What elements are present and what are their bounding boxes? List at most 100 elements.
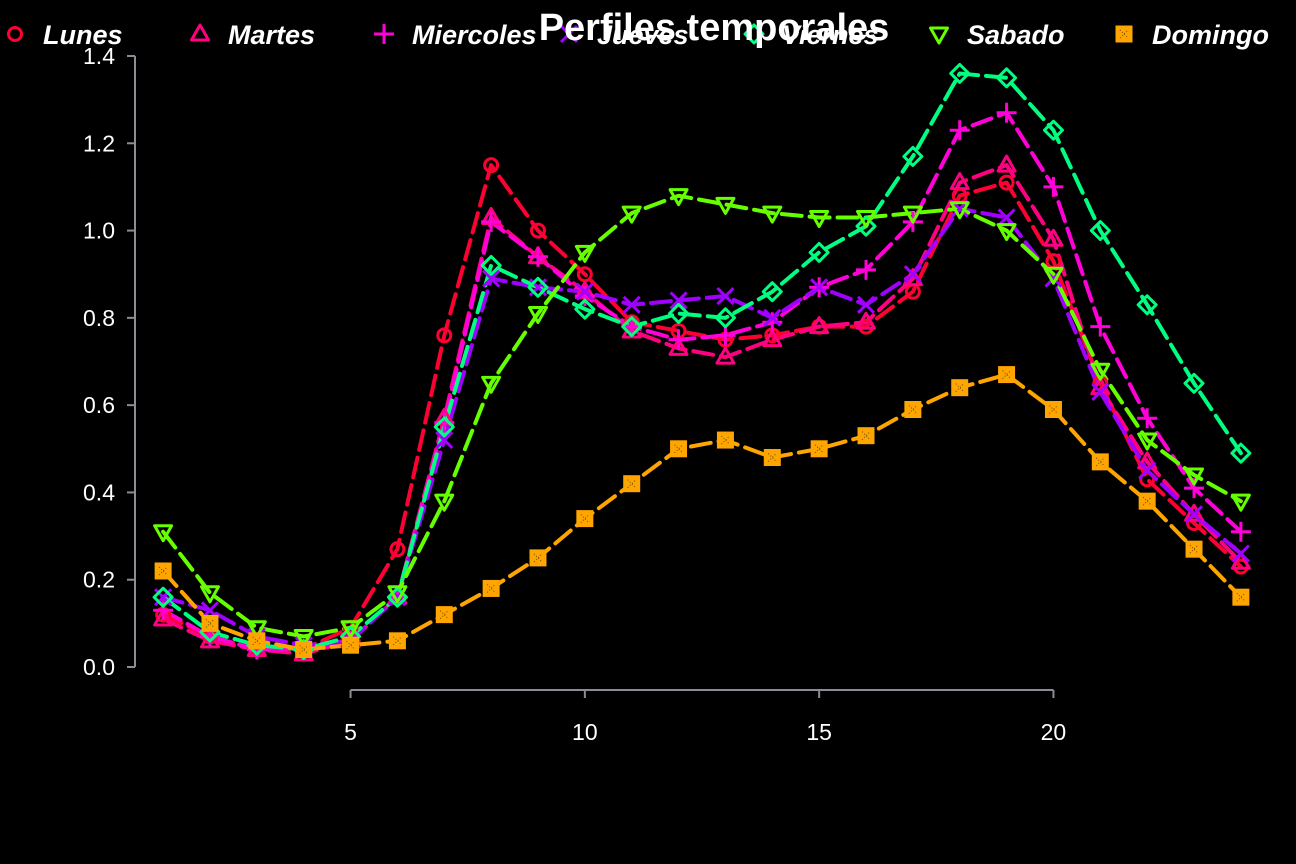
marker-hatch xyxy=(1236,592,1246,602)
marker-hatch xyxy=(1142,496,1152,506)
x-tick-label: 20 xyxy=(1041,719,1067,745)
data-point-miercoles xyxy=(481,211,502,232)
legend-marker-miercoles xyxy=(374,24,394,44)
data-point-viernes xyxy=(668,302,690,324)
data-point-jueves xyxy=(575,282,594,301)
data-point-miercoles xyxy=(668,329,689,350)
data-point-viernes xyxy=(152,586,174,608)
data-point-sabado xyxy=(340,620,361,639)
data-point-sabado xyxy=(762,205,783,224)
data-point-viernes xyxy=(621,316,643,338)
data-point-domingo xyxy=(998,366,1016,384)
chart-title: Perfiles temporales xyxy=(539,7,890,49)
data-point-martes xyxy=(199,630,220,649)
data-point-miercoles xyxy=(949,120,970,141)
data-point-viernes xyxy=(996,67,1018,89)
data-point-viernes xyxy=(1136,294,1158,316)
data-point-martes xyxy=(1230,551,1251,570)
data-point-martes xyxy=(949,172,970,191)
data-point-sabado xyxy=(153,524,174,543)
marker-hatch xyxy=(580,514,590,523)
data-point-domingo xyxy=(1232,588,1250,606)
legend-label-lunes: Lunes xyxy=(43,20,123,50)
data-point-viernes xyxy=(480,254,502,276)
data-point-martes xyxy=(715,346,736,365)
data-point-domingo xyxy=(1138,492,1156,510)
data-point-jueves xyxy=(1184,505,1204,524)
data-point-domingo xyxy=(670,440,688,458)
marker-hatch xyxy=(486,584,496,593)
x-tick-label: 5 xyxy=(344,719,357,745)
data-point-lunes xyxy=(529,222,546,239)
data-point-sabado xyxy=(293,628,314,647)
chart-legend: Lunes Martes Miercoles Jueves Viernes Sabado D… xyxy=(7,20,1269,50)
data-point-jueves xyxy=(1231,544,1250,563)
data-point-domingo xyxy=(763,449,781,467)
marker-hatch xyxy=(627,479,637,489)
data-point-sabado xyxy=(856,209,877,228)
data-point-viernes xyxy=(808,241,830,263)
legend-marker-martes xyxy=(190,23,210,42)
data-point-lunes xyxy=(1186,514,1203,531)
data-point-domingo xyxy=(295,641,313,659)
data-point-viernes xyxy=(1089,220,1111,242)
data-point-sabado xyxy=(387,585,408,604)
data-point-viernes xyxy=(714,307,736,329)
data-point-sabado xyxy=(574,244,595,263)
marker-hatch xyxy=(533,553,543,563)
data-point-miercoles xyxy=(762,312,783,333)
data-point-viernes xyxy=(1042,119,1064,141)
marker-hatch xyxy=(1002,370,1011,379)
data-point-jueves xyxy=(810,278,829,297)
x-tick-label: 10 xyxy=(572,719,598,745)
data-point-sabado xyxy=(481,375,502,394)
y-tick-label: 1.4 xyxy=(83,43,115,69)
data-point-viernes xyxy=(949,62,971,84)
data-point-jueves xyxy=(622,295,641,314)
data-point-jueves xyxy=(903,265,922,284)
data-point-miercoles xyxy=(1137,408,1158,429)
data-point-martes xyxy=(1043,228,1064,247)
data-point-miercoles xyxy=(1043,176,1064,197)
data-point-miercoles xyxy=(574,286,595,307)
data-point-domingo xyxy=(857,427,875,445)
data-point-domingo xyxy=(810,440,828,458)
data-point-martes xyxy=(668,337,689,356)
series-line-lunes xyxy=(161,163,1243,652)
data-point-domingo xyxy=(435,606,453,624)
data-point-martes xyxy=(1184,503,1205,522)
data-point-sabado xyxy=(199,585,220,604)
marker-hatch xyxy=(393,636,402,646)
y-tick-label: 0.2 xyxy=(83,567,115,593)
marker-hatch xyxy=(1189,544,1199,554)
y-tick-label: 0.0 xyxy=(83,654,115,680)
data-point-miercoles xyxy=(621,316,642,337)
data-point-jueves xyxy=(1138,461,1157,480)
marker-hatch xyxy=(1049,405,1058,414)
data-point-jueves xyxy=(1091,382,1110,402)
data-point-domingo xyxy=(1044,401,1062,419)
data-point-domingo xyxy=(951,379,969,397)
marker-hatch xyxy=(439,610,449,619)
legend-label-miercoles: Miercoles xyxy=(412,20,537,50)
data-point-jueves xyxy=(716,286,735,306)
data-point-sabado xyxy=(809,209,830,228)
y-tick-label: 0.4 xyxy=(83,479,115,505)
data-point-lunes xyxy=(1139,471,1156,488)
data-point-sabado xyxy=(434,493,455,512)
data-point-jueves xyxy=(997,208,1016,227)
data-point-lunes xyxy=(389,541,406,558)
data-point-viernes xyxy=(761,281,783,303)
data-point-domingo xyxy=(482,579,500,597)
y-tick-label: 1.2 xyxy=(83,130,115,156)
data-point-jueves xyxy=(435,430,454,450)
data-point-domingo xyxy=(904,401,922,419)
data-point-sabado xyxy=(996,223,1017,242)
marker-hatch xyxy=(205,619,215,628)
data-point-sabado xyxy=(1137,432,1158,451)
marker-hatch xyxy=(908,405,918,414)
data-point-miercoles xyxy=(1230,521,1251,542)
legend-label-jueves: Jueves xyxy=(597,20,689,50)
